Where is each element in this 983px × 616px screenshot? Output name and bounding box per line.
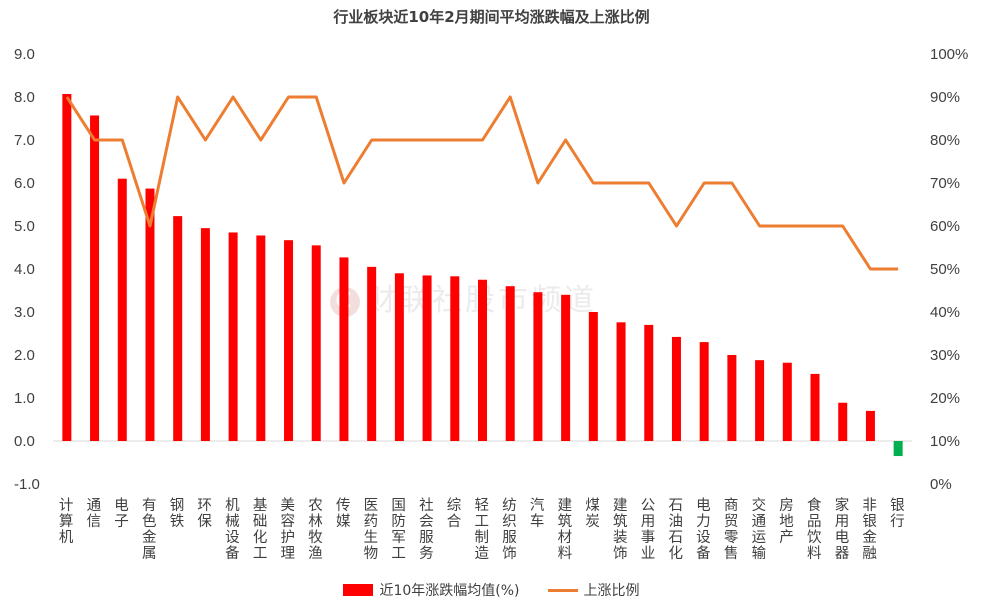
y-left-tick-label: 4.0: [14, 261, 35, 278]
bar: [533, 292, 543, 441]
y-right-tick-label: 50%: [930, 261, 960, 278]
bar: [145, 188, 155, 441]
x-category-label: 计算机: [59, 497, 74, 546]
x-category-label: 综合: [447, 497, 462, 530]
bar: [62, 93, 72, 442]
x-category-label: 有色金属: [142, 497, 157, 562]
x-category-label: 钢铁: [170, 497, 185, 530]
bar: [616, 322, 626, 441]
bar: [173, 216, 183, 441]
series-line: [65, 95, 899, 271]
y-right-tick-label: 100%: [930, 46, 968, 63]
x-category-label: 基础化工: [253, 497, 268, 562]
legend-line-swatch: [547, 588, 578, 592]
bar: [284, 240, 294, 441]
bar: [644, 324, 654, 441]
x-category-label: 轻工制造: [475, 497, 490, 562]
y-left-tick-label: 8.0: [14, 89, 35, 106]
x-category-label: 交通运输: [752, 496, 767, 562]
y-left-tick-label: 1.0: [14, 390, 35, 407]
chart-title: 行业板块近10年2月期间平均涨跌幅及上涨比例: [333, 8, 650, 26]
bar: [561, 294, 571, 441]
bar: [311, 245, 321, 441]
x-category-label: 社会服务: [419, 497, 434, 562]
y-right-tick-label: 40%: [930, 304, 960, 321]
x-category-label: 农林牧渔: [308, 497, 323, 562]
y-left-tick-label: 7.0: [14, 132, 35, 149]
bar: [228, 232, 238, 441]
bar: [838, 402, 848, 441]
x-category-label: 非银金融: [862, 497, 877, 562]
x-category-label: 商贸零售: [724, 497, 739, 562]
y-left-tick-label: -1.0: [14, 476, 40, 493]
bar: [588, 312, 598, 441]
x-category-label: 食品饮料: [807, 497, 822, 562]
x-category-label: 纺织服饰: [502, 497, 517, 562]
x-category-label: 环保: [197, 498, 212, 530]
bar: [339, 257, 349, 441]
bar: [422, 275, 432, 441]
bar: [865, 410, 875, 441]
bar: [256, 235, 266, 441]
bar: [782, 362, 792, 441]
y-left-tick-label: 6.0: [14, 175, 35, 192]
legend-item-line: 上涨比例: [547, 580, 640, 600]
y-right-tick-label: 80%: [930, 132, 960, 149]
x-category-label: 建筑装饰: [613, 497, 628, 562]
y-left-tick-label: 0.0: [14, 433, 35, 450]
y-right-tick-label: 90%: [930, 89, 960, 106]
x-category-label: 煤炭: [585, 497, 600, 530]
y-left-tick-label: 9.0: [14, 46, 35, 63]
x-category-label: 国防军工: [391, 498, 406, 562]
x-category-label: 汽车: [530, 497, 545, 530]
legend: 近10年涨跌幅均值(%) 上涨比例: [0, 580, 983, 600]
bar: [367, 266, 377, 441]
bar: [394, 273, 404, 441]
x-category-label: 石油石化: [668, 498, 683, 562]
y-left-tick-label: 5.0: [14, 218, 35, 235]
y-right-tick-label: 0%: [930, 476, 952, 493]
y-left-tick-label: 2.0: [14, 347, 35, 364]
x-category-label: 家用电器: [835, 497, 850, 562]
x-category-label: 通信: [87, 497, 102, 530]
x-category-label: 公用事业: [641, 498, 656, 562]
bar: [450, 276, 460, 441]
legend-item-bars: 近10年涨跌幅均值(%): [343, 580, 520, 600]
x-category-label: 建筑材料: [558, 497, 573, 562]
x-category-label: 机械设备: [225, 497, 240, 562]
y-right-tick-label: 10%: [930, 433, 960, 450]
y-right-tick-label: 20%: [930, 390, 960, 407]
x-category-label: 传媒: [336, 497, 351, 530]
bar: [671, 336, 681, 441]
y-right-tick-label: 70%: [930, 175, 960, 192]
x-category-label: 银行: [890, 497, 905, 530]
x-category-label: 电力设备: [696, 497, 711, 562]
bar: [90, 115, 100, 442]
bar: [699, 342, 709, 441]
bar: [505, 286, 515, 441]
y-right-tick-label: 60%: [930, 218, 960, 235]
x-category-label: 美容护理: [281, 497, 296, 562]
legend-line-label: 上涨比例: [583, 583, 640, 599]
x-category-label: 房地产: [779, 497, 794, 546]
x-category-label: 电子: [114, 497, 129, 530]
legend-bar-label: 近10年涨跌幅均值(%): [379, 583, 520, 599]
x-category-label: 医药生物: [364, 498, 379, 562]
bar: [200, 228, 210, 441]
bar: [755, 360, 765, 441]
legend-bar-swatch: [343, 584, 374, 596]
bar: [117, 178, 127, 441]
y-right-tick-label: 30%: [930, 347, 960, 364]
bar: [727, 355, 737, 441]
bar: [893, 441, 903, 457]
y-left-tick-label: 3.0: [14, 304, 35, 321]
bar: [810, 373, 820, 441]
bar: [478, 279, 487, 441]
